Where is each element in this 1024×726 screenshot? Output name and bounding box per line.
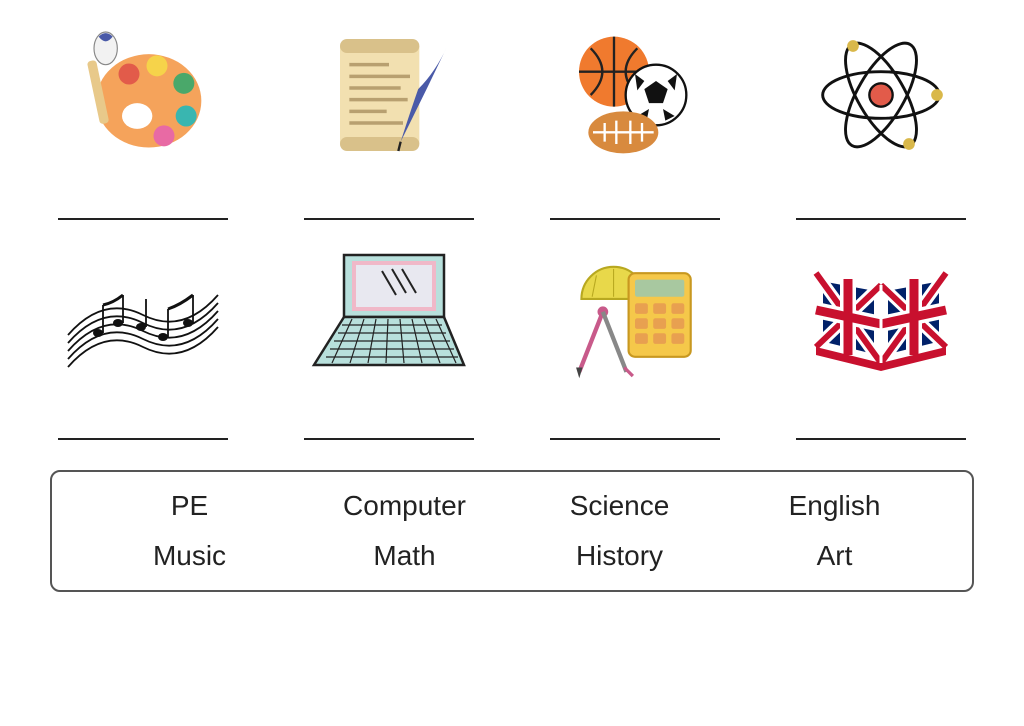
grid-cell bbox=[788, 240, 974, 440]
math-icon bbox=[550, 240, 720, 390]
word-bank-item: Art bbox=[737, 540, 932, 572]
worksheet-page: PE Computer Science English Music Math H… bbox=[0, 0, 1024, 726]
music-icon bbox=[58, 240, 228, 390]
grid-cell bbox=[50, 240, 236, 440]
word-bank-item: History bbox=[522, 540, 717, 572]
answer-line[interactable] bbox=[796, 400, 966, 440]
grid-cell bbox=[296, 240, 482, 440]
computer-icon bbox=[304, 240, 474, 390]
word-bank-item: PE bbox=[92, 490, 287, 522]
history-icon bbox=[304, 20, 474, 170]
art-icon bbox=[58, 20, 228, 170]
answer-line[interactable] bbox=[304, 180, 474, 220]
subject-grid bbox=[50, 20, 974, 440]
word-bank-item: Science bbox=[522, 490, 717, 522]
grid-cell bbox=[542, 240, 728, 440]
grid-cell bbox=[788, 20, 974, 220]
grid-cell bbox=[542, 20, 728, 220]
answer-line[interactable] bbox=[796, 180, 966, 220]
english-icon bbox=[796, 240, 966, 390]
science-icon bbox=[796, 20, 966, 170]
answer-line[interactable] bbox=[550, 400, 720, 440]
grid-cell bbox=[50, 20, 236, 220]
word-bank-item: Music bbox=[92, 540, 287, 572]
pe-icon bbox=[550, 20, 720, 170]
word-bank-item: English bbox=[737, 490, 932, 522]
answer-line[interactable] bbox=[304, 400, 474, 440]
answer-line[interactable] bbox=[58, 180, 228, 220]
word-bank: PE Computer Science English Music Math H… bbox=[50, 470, 974, 592]
grid-cell bbox=[296, 20, 482, 220]
answer-line[interactable] bbox=[58, 400, 228, 440]
answer-line[interactable] bbox=[550, 180, 720, 220]
word-bank-item: Computer bbox=[307, 490, 502, 522]
word-bank-item: Math bbox=[307, 540, 502, 572]
